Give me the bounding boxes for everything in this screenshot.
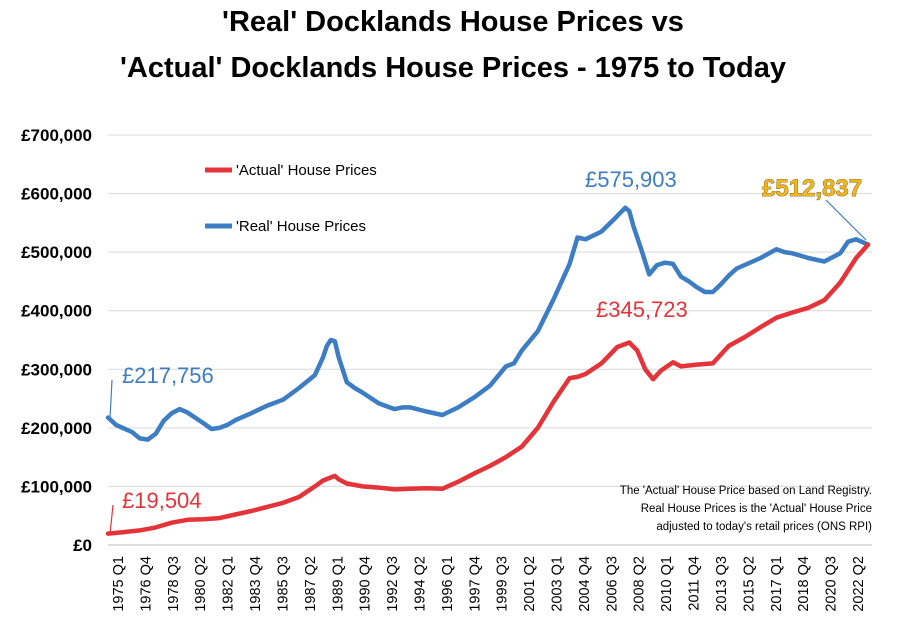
x-tick-label: 1996 Q1 bbox=[440, 556, 456, 612]
x-tick-label: 2022 Q2 bbox=[851, 556, 867, 612]
start-real-price-label: £217,756 bbox=[122, 363, 214, 388]
y-tick-label: £600,000 bbox=[21, 185, 92, 204]
y-axis-ticks: £0 £100,000 £200,000 £300,000 £400,000 £500,0… bbox=[21, 126, 92, 555]
x-tick-label: 1999 Q3 bbox=[495, 556, 511, 612]
x-tick-label: 2004 Q4 bbox=[577, 556, 593, 612]
real-prices-line bbox=[105, 205, 871, 442]
x-tick-label: 2017 Q1 bbox=[769, 556, 785, 612]
note-line-3: adjusted to today's retail prices (ONS R… bbox=[656, 521, 872, 533]
x-tick-label: 2008 Q2 bbox=[632, 556, 648, 612]
y-tick-label: £500,000 bbox=[21, 243, 92, 262]
y-tick-label: £400,000 bbox=[21, 302, 92, 321]
actual-prices-line bbox=[105, 242, 871, 536]
chart-title-line-1: 'Real' Docklands House Prices vs bbox=[222, 6, 684, 38]
x-tick-label: 1983 Q4 bbox=[248, 556, 264, 612]
x-tick-label: 2006 Q3 bbox=[604, 556, 620, 612]
x-tick-label: 1994 Q2 bbox=[412, 556, 428, 612]
annotations: £217,756 £19,504 £575,903 £345,723 £512,837 bbox=[109, 167, 867, 535]
x-tick-label: 2018 Q4 bbox=[796, 556, 812, 612]
legend: 'Actual' House Prices 'Real' House Price… bbox=[205, 162, 377, 235]
x-tick-label: 1990 Q4 bbox=[358, 556, 374, 612]
annotation-leader-line bbox=[825, 199, 867, 241]
source-note: The 'Actual' House Price based on Land R… bbox=[620, 485, 872, 533]
note-line-1: The 'Actual' House Price based on Land R… bbox=[620, 485, 872, 497]
x-tick-label: 1976 Q4 bbox=[138, 556, 154, 612]
x-tick-label: 1989 Q1 bbox=[330, 556, 346, 612]
y-tick-label: £200,000 bbox=[21, 419, 92, 438]
x-tick-label: 2010 Q1 bbox=[659, 556, 675, 612]
x-tick-label: 1982 Q1 bbox=[221, 556, 237, 612]
legend-actual-label: 'Actual' House Prices bbox=[236, 162, 377, 179]
x-tick-label: 2015 Q2 bbox=[741, 556, 757, 612]
note-line-2: Real House Prices is the 'Actual' House … bbox=[641, 503, 872, 515]
x-tick-label: 2003 Q1 bbox=[550, 556, 566, 612]
gridlines bbox=[108, 134, 872, 546]
y-tick-label: £700,000 bbox=[21, 126, 92, 145]
annotation-leader-line bbox=[109, 379, 113, 419]
x-tick-label: 1985 Q3 bbox=[275, 556, 291, 612]
x-tick-label: 1978 Q3 bbox=[166, 556, 182, 612]
x-tick-label: 2011 Q4 bbox=[687, 556, 703, 611]
peak-real-price-label: £575,903 bbox=[585, 167, 677, 192]
x-tick-label: 2001 Q2 bbox=[522, 556, 538, 612]
annotation-leader-line bbox=[109, 504, 114, 535]
x-tick-label: 1997 Q4 bbox=[467, 556, 483, 612]
x-tick-label: 1975 Q1 bbox=[111, 556, 127, 612]
chart-title-line-2: 'Actual' Docklands House Prices - 1975 t… bbox=[120, 52, 786, 84]
y-tick-label: £100,000 bbox=[21, 477, 92, 496]
legend-real-label: 'Real' House Prices bbox=[236, 218, 366, 235]
y-tick-label: £300,000 bbox=[21, 360, 92, 379]
x-tick-label: 1987 Q2 bbox=[303, 556, 319, 612]
peak-actual-price-label: £345,723 bbox=[596, 297, 688, 322]
series-lines bbox=[105, 205, 871, 536]
x-tick-label: 1992 Q3 bbox=[385, 556, 401, 612]
x-axis-ticks: 1975 Q1 1976 Q4 1978 Q3 1980 Q2 1982 Q1 1983 … bbox=[111, 556, 867, 612]
x-tick-label: 2020 Q3 bbox=[824, 556, 840, 612]
x-tick-label: 1980 Q2 bbox=[193, 556, 209, 612]
x-tick-label: 2013 Q3 bbox=[714, 556, 730, 612]
y-tick-label: £0 bbox=[73, 536, 92, 555]
current-price-label: £512,837 bbox=[762, 175, 862, 202]
start-actual-price-label: £19,504 bbox=[122, 488, 202, 513]
